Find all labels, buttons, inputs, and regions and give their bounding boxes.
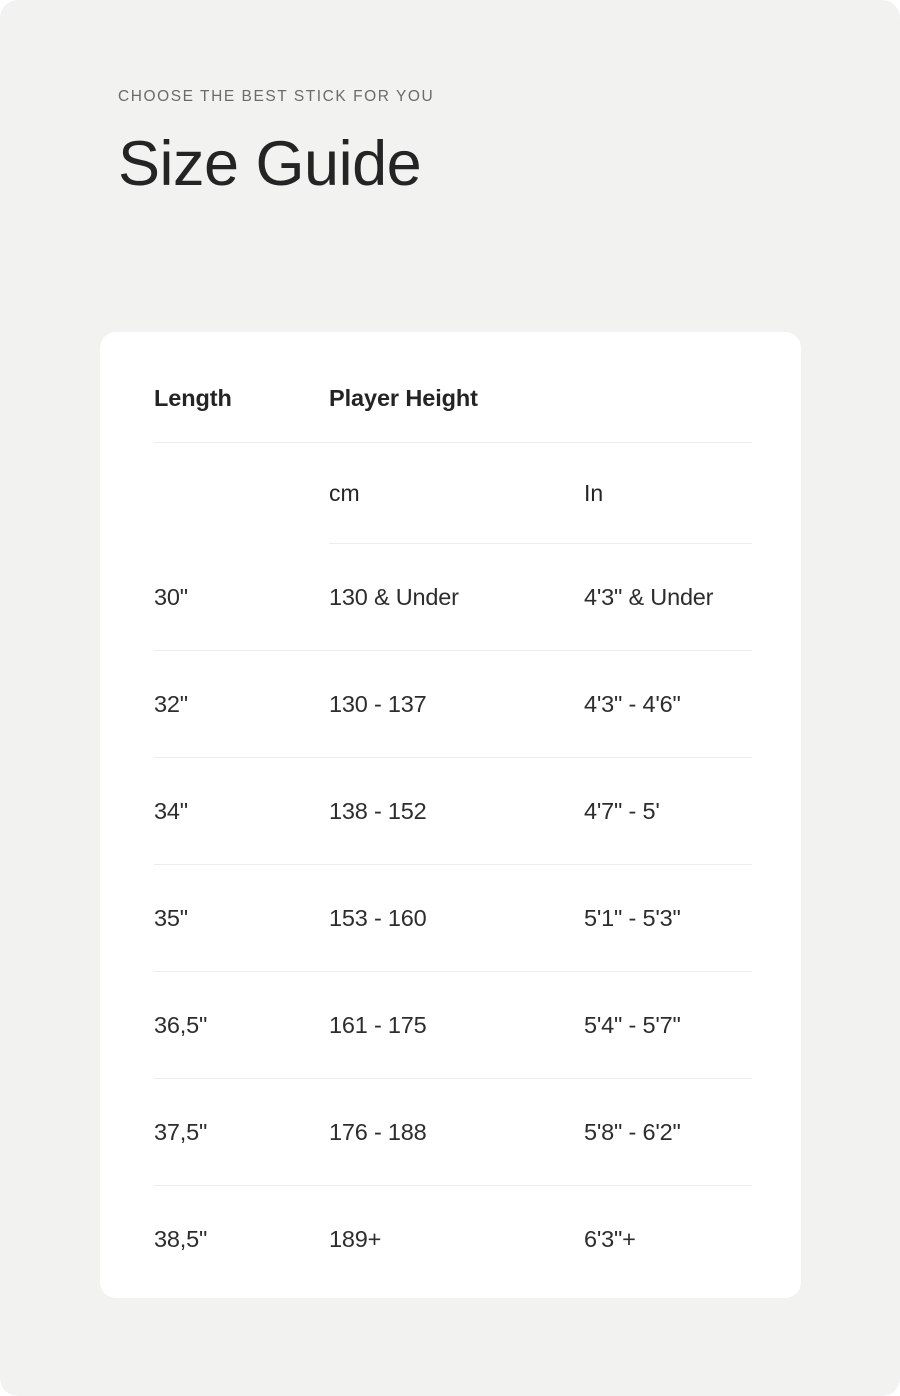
cell-cm: 161 - 175 — [329, 1011, 427, 1038]
table-divider — [154, 1185, 752, 1186]
cell-length: 36,5" — [154, 1011, 208, 1038]
cell-in: 5'8" - 6'2" — [584, 1118, 681, 1145]
table-row: 37,5" 176 - 188 5'8" - 6'2" — [154, 1079, 752, 1185]
table-divider — [154, 650, 752, 651]
cell-cm: 176 - 188 — [329, 1118, 427, 1145]
cell-length: 38,5" — [154, 1225, 208, 1252]
table-divider — [154, 971, 752, 972]
table-units-row: cm In — [154, 443, 752, 543]
cell-cm: 138 - 152 — [329, 797, 427, 824]
table-divider — [154, 864, 752, 865]
cell-length: 37,5" — [154, 1118, 208, 1145]
eyebrow-text: CHOOSE THE BEST STICK FOR YOU — [118, 88, 435, 105]
column-header-length: Length — [154, 384, 232, 411]
table-row: 34" 138 - 152 4'7" - 5' — [154, 758, 752, 864]
cell-length: 32" — [154, 690, 188, 717]
table-row: 35" 153 - 160 5'1" - 5'3" — [154, 865, 752, 971]
cell-in: 5'4" - 5'7" — [584, 1011, 681, 1038]
cell-length: 30" — [154, 583, 188, 610]
cell-cm: 153 - 160 — [329, 904, 427, 931]
page-header: CHOOSE THE BEST STICK FOR YOU Size Guide — [118, 88, 818, 241]
table-row: 38,5" 189+ 6'3"+ — [154, 1186, 752, 1292]
cell-in: 4'7" - 5' — [584, 797, 660, 824]
cell-length: 34" — [154, 797, 188, 824]
cell-in: 5'1" - 5'3" — [584, 904, 681, 931]
cell-in: 4'3" - 4'6" — [584, 690, 681, 717]
column-header-player-height: Player Height — [329, 384, 478, 411]
table-row: 36,5" 161 - 175 5'4" - 5'7" — [154, 972, 752, 1078]
table-divider — [154, 1078, 752, 1079]
cell-in: 4'3" & Under — [584, 583, 714, 610]
cell-cm: 189+ — [329, 1225, 382, 1252]
table-divider — [154, 757, 752, 758]
table-divider — [154, 442, 752, 443]
unit-label-cm: cm — [329, 479, 360, 506]
size-guide-card: Length Player Height cm In 30" 130 & Und… — [100, 332, 801, 1298]
cell-length: 35" — [154, 904, 188, 931]
size-guide-table: Length Player Height cm In 30" 130 & Und… — [154, 332, 752, 1292]
cell-in: 6'3"+ — [584, 1225, 636, 1252]
cell-cm: 130 & Under — [329, 583, 459, 610]
unit-label-in: In — [584, 479, 604, 506]
table-header-row: Length Player Height — [154, 332, 752, 442]
table-row: 32" 130 - 137 4'3" - 4'6" — [154, 651, 752, 757]
cell-cm: 130 - 137 — [329, 690, 427, 717]
table-divider-indent — [329, 543, 752, 544]
page-title: Size Guide — [118, 128, 422, 199]
table-row: 30" 130 & Under 4'3" & Under — [154, 544, 752, 650]
